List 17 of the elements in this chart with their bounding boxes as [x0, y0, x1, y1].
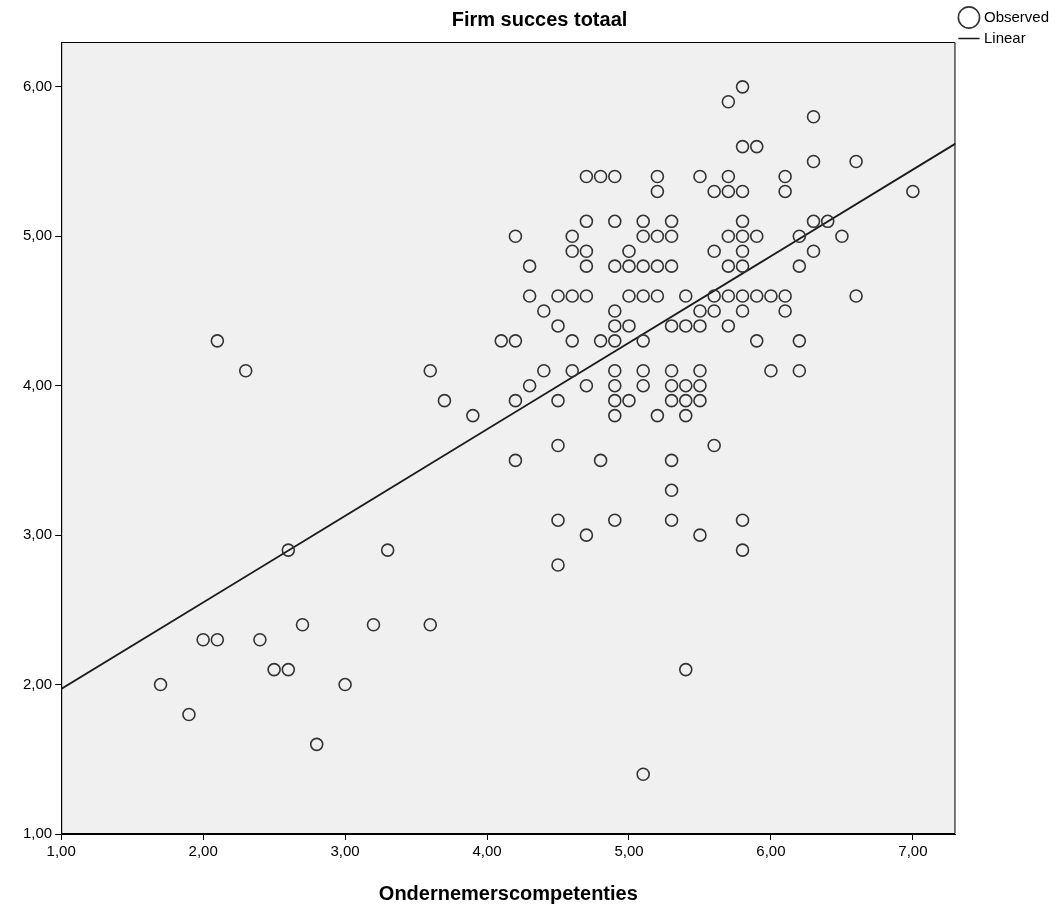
- x-tick-label: 2,00: [188, 842, 218, 860]
- chart-title: Firm succes totaal: [451, 7, 628, 30]
- x-tick-label: 4,00: [472, 842, 502, 860]
- y-tick-label: 3,00: [22, 525, 53, 543]
- x-tick-label: 3,00: [330, 842, 360, 860]
- x-axis-title: Ondernemerscompetenties: [378, 881, 638, 904]
- legend-label: Observed: [983, 7, 1050, 25]
- x-tick-label: 5,00: [614, 842, 644, 860]
- y-tick-label: 6,00: [22, 76, 53, 94]
- y-tick-label: 4,00: [22, 375, 53, 393]
- y-tick-label: 5,00: [22, 226, 53, 244]
- x-tick-label: 6,00: [756, 842, 786, 860]
- x-tick-label: 7,00: [898, 842, 928, 860]
- legend-label: Linear: [983, 28, 1026, 46]
- y-tick-label: 1,00: [22, 824, 53, 842]
- x-tick-label: 1,00: [46, 842, 76, 860]
- y-tick-label: 2,00: [22, 674, 53, 692]
